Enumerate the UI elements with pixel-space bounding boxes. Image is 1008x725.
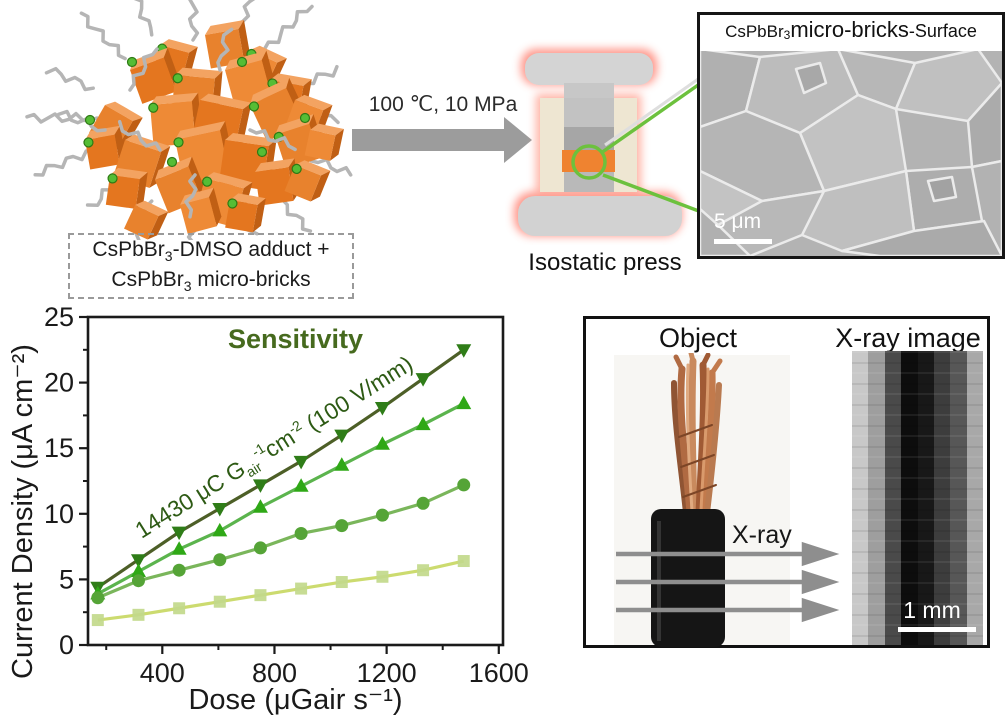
sem-scale-bar	[714, 239, 772, 244]
adduct-label-line2: CsPbBr3 micro-bricks	[111, 268, 311, 295]
xray-band-image	[852, 351, 983, 645]
xray-band	[950, 351, 967, 645]
process-condition-label: 100 ℃, 10 MPa	[368, 93, 518, 116]
svg-text:10: 10	[44, 499, 74, 529]
xray-band	[884, 351, 902, 645]
svg-text:400: 400	[140, 658, 185, 688]
xray-band	[933, 351, 951, 645]
xray-scale-label: 1 mm	[903, 597, 961, 623]
chart-title: Sensitivity	[227, 324, 364, 354]
svg-text:0: 0	[59, 630, 74, 660]
svg-text:800: 800	[252, 658, 297, 688]
press-inner-column-dark	[564, 127, 614, 150]
callout-line-upper	[599, 81, 703, 155]
xray-beam-label: X-ray	[732, 521, 792, 549]
wire-photo-illustration	[651, 353, 725, 647]
svg-text:1600: 1600	[469, 658, 529, 688]
svg-text:1200: 1200	[357, 658, 417, 688]
sem-grains-image	[700, 49, 1002, 256]
press-inner-column-lower	[564, 172, 614, 192]
object-label: Object	[658, 323, 738, 353]
press-top-plate	[525, 53, 653, 85]
sem-scale-label: 5 μm	[714, 210, 762, 233]
callout-circle	[571, 144, 607, 180]
xray-band	[868, 351, 885, 645]
xray-band	[917, 351, 934, 645]
xray-demo-panel: Object X-ray image	[583, 316, 990, 648]
xray-scale-bar	[898, 627, 976, 632]
callout-highlight-line	[604, 75, 702, 147]
xray-beam-arrows	[616, 541, 840, 623]
press-sample	[562, 150, 615, 172]
press-label: Isostatic press	[528, 249, 682, 276]
press-bottom-plate	[518, 196, 682, 236]
svg-text:5: 5	[59, 564, 74, 594]
adduct-label-box: CsPbBr3-DMSO adduct + CsPbBr3 micro-bric…	[68, 233, 354, 299]
chart-y-axis-label: Current Density (μA cm⁻²)	[7, 344, 39, 679]
adduct-label-line1: CsPbBr3-DMSO adduct +	[92, 237, 330, 265]
xray-band	[966, 351, 983, 645]
xray-band	[852, 351, 869, 645]
svg-text:20: 20	[44, 368, 74, 398]
svg-text:15: 15	[44, 433, 74, 463]
xray-pixel-overlay	[852, 351, 983, 645]
process-arrow-head-icon	[504, 117, 532, 163]
process-arrow	[352, 129, 504, 151]
chart-plot-area: 400 800 1200 1600 0 5 10 15 20 25	[44, 302, 529, 688]
micro-bricks-illustration	[25, 0, 353, 240]
xray-band	[901, 351, 918, 645]
sensitivity-chart: 400 800 1200 1600 0 5 10 15 20 25 Sensitivity 144…	[0, 298, 545, 725]
sem-micrograph-panel: CsPbBr 3 micro-bricks -Surface 5 μm	[697, 12, 1005, 259]
svg-text:25: 25	[44, 302, 74, 332]
callout-line-lower	[602, 173, 705, 215]
sem-banner: CsPbBr 3 micro-bricks -Surface	[700, 15, 1002, 51]
isostatic-press-illustration	[514, 49, 705, 236]
wire-jacket	[651, 509, 725, 647]
xray-image-label: X-ray image	[835, 323, 981, 353]
chart-x-axis-label: Dose (μGair s⁻¹)	[188, 684, 403, 716]
